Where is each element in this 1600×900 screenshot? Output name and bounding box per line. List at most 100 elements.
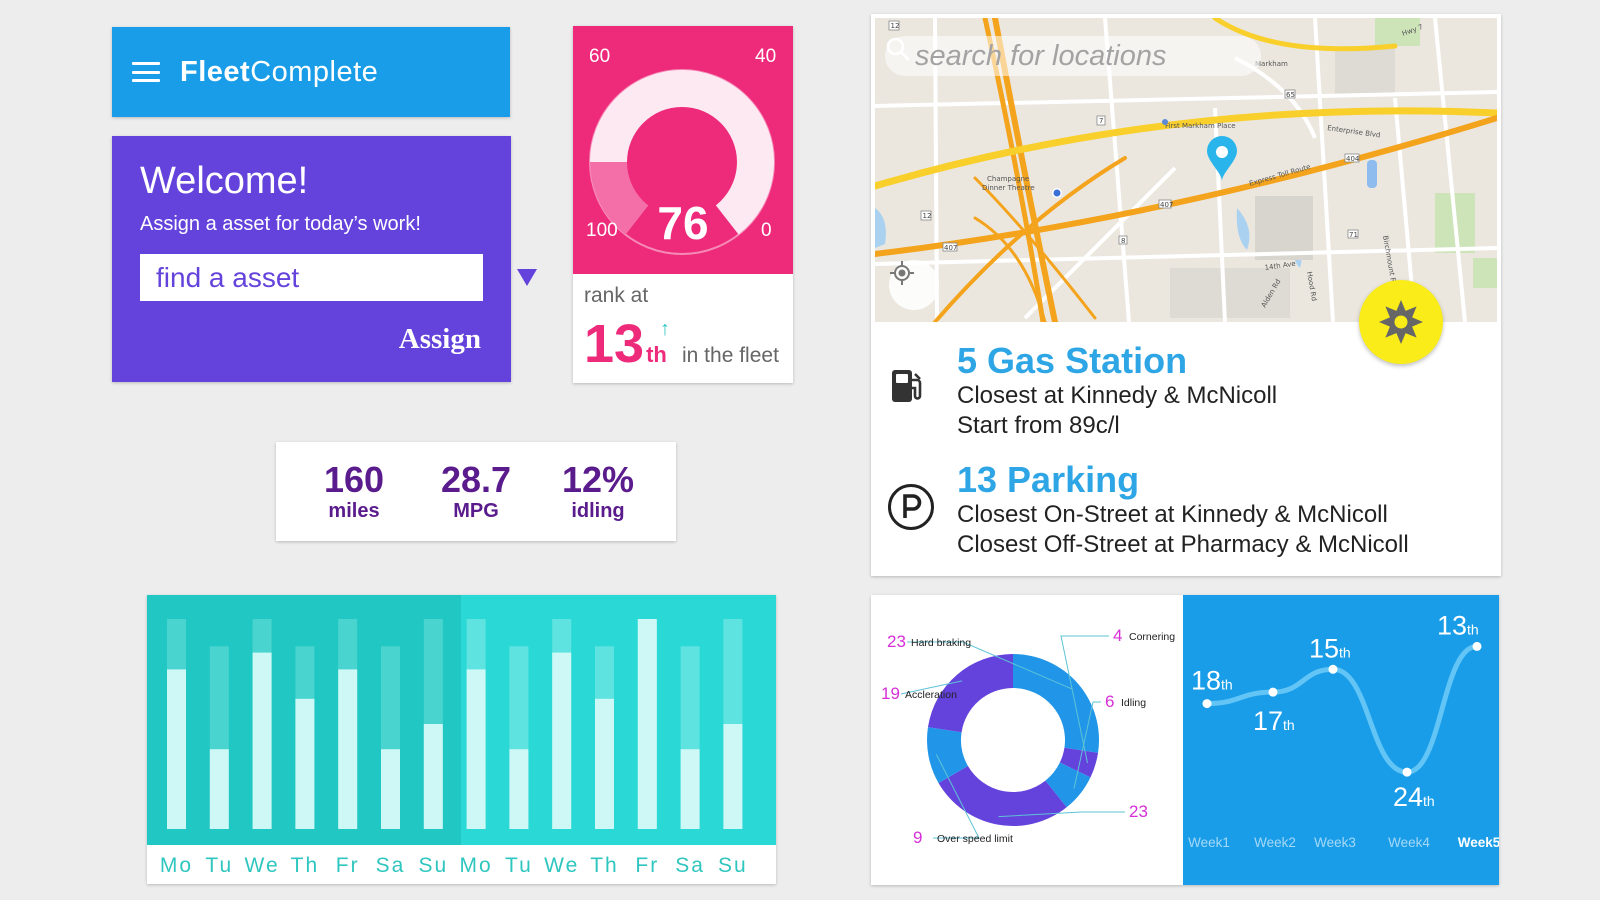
gas-station-line-2: Start from 89c/l bbox=[957, 412, 1120, 439]
bar-0 bbox=[167, 669, 186, 829]
map-label-first-markham: First Markham Place bbox=[1165, 122, 1236, 130]
bar-label-5: Sa bbox=[376, 854, 406, 877]
stat-idling: 12% idling bbox=[561, 459, 635, 523]
bar-9 bbox=[552, 652, 572, 829]
bar-2 bbox=[252, 652, 272, 829]
bar-label-6: Su bbox=[418, 854, 448, 877]
rank-tail-text: in the fleet bbox=[682, 344, 779, 367]
bar-1 bbox=[209, 749, 229, 829]
asset-search-input[interactable] bbox=[156, 261, 517, 294]
bar-label-1: Tu bbox=[205, 854, 233, 877]
gas-pump-icon bbox=[892, 370, 922, 402]
bar-label-11: Fr bbox=[635, 854, 659, 877]
crosshair-icon bbox=[890, 261, 914, 285]
donut-slice-4 bbox=[927, 727, 968, 783]
rank-week-1: Week2 bbox=[1254, 835, 1296, 850]
bar-label-0: Mo bbox=[160, 854, 193, 877]
settings-fab-button[interactable] bbox=[1359, 280, 1443, 364]
donut-leader-0 bbox=[907, 641, 1073, 690]
donut-name-1: Cornering bbox=[1129, 631, 1175, 643]
rank-label-3: 24th bbox=[1393, 782, 1435, 812]
bar-label-13: Su bbox=[718, 854, 748, 877]
map-shield-407b: 407 bbox=[1160, 201, 1173, 209]
bar-label-9: We bbox=[544, 854, 579, 877]
gear-icon bbox=[1379, 300, 1423, 344]
donut-slice-1 bbox=[1059, 747, 1099, 778]
bar-5 bbox=[381, 749, 400, 829]
donut-value-4: 9 bbox=[913, 828, 922, 847]
donut-leader-5 bbox=[900, 680, 963, 695]
map-view[interactable]: 12 7 12 407 407 8 71 65 404 First Markha… bbox=[875, 18, 1497, 322]
map-shield-12b: 12 bbox=[923, 212, 932, 220]
welcome-card: Welcome! Assign a asset for today’s work… bbox=[112, 136, 537, 382]
parking-title: 13 Parking bbox=[957, 459, 1140, 500]
gauge-panel: 60 40 100 0 76 bbox=[573, 26, 793, 274]
bar-label-4: Fr bbox=[336, 854, 360, 877]
rank-week-3: Week4 bbox=[1388, 835, 1430, 850]
bar-chart-svg: Mo Tu We Th Fr Sa Su Mo Tu We Th Fr Sa Su bbox=[147, 595, 776, 877]
bar-4 bbox=[338, 669, 358, 829]
bar-label-8: Tu bbox=[505, 854, 533, 877]
bar-8 bbox=[509, 749, 529, 829]
gauge-tick-40: 40 bbox=[755, 46, 777, 67]
donut-leader-1 bbox=[1060, 635, 1109, 764]
donut-name-2: Idling bbox=[1121, 697, 1146, 709]
map-label-champagne: Champagne bbox=[987, 175, 1029, 183]
stat-miles: 160 miles bbox=[323, 459, 385, 523]
map-shield-404: 404 bbox=[1346, 155, 1360, 163]
bar-label-7: Mo bbox=[460, 854, 493, 877]
search-icon bbox=[886, 37, 910, 61]
parking-info[interactable]: 13 Parking Closest On-Street at Kinnedy … bbox=[957, 460, 1409, 560]
gas-station-title: 5 Gas Station bbox=[957, 340, 1188, 381]
gauge-dial bbox=[589, 69, 775, 255]
donut-value-3: 23 bbox=[1129, 802, 1148, 821]
donut-name-0: Hard braking bbox=[911, 637, 971, 649]
location-pin-icon[interactable] bbox=[1207, 136, 1237, 181]
donut-name-5: Accleration bbox=[905, 689, 957, 701]
parking-line-1: Closest On-Street at Kinnedy & McNicoll bbox=[957, 501, 1388, 528]
map-shield-8: 8 bbox=[1121, 237, 1125, 245]
stat-mpg: 28.7 MPG bbox=[440, 459, 512, 523]
bar-10 bbox=[595, 698, 614, 829]
rank-line-svg: 18th 17th 15th 24th 13th Week1 Week2 Week3 Week4… bbox=[1188, 610, 1499, 850]
donut-slice-2 bbox=[1045, 762, 1091, 808]
rank-label: rank at bbox=[584, 284, 649, 307]
map-label-dinner-theatre: Dinner Theatre bbox=[982, 184, 1035, 192]
donut-leader-3 bbox=[998, 811, 1125, 818]
rank-point-2 bbox=[1328, 664, 1338, 674]
dropdown-caret-icon[interactable] bbox=[517, 269, 537, 286]
donut-value-1: 4 bbox=[1113, 626, 1122, 645]
trip-stats-card: 160 miles 28.7 MPG 12% idling bbox=[276, 442, 676, 541]
donut-slice-5 bbox=[927, 654, 1013, 733]
bar-13 bbox=[723, 724, 743, 829]
welcome-subtitle: Assign a asset for today’s work! bbox=[140, 213, 421, 235]
map-shield-407: 407 bbox=[944, 244, 957, 252]
gauge-tick-0: 0 bbox=[761, 220, 772, 241]
assign-button[interactable]: Assign bbox=[398, 323, 481, 355]
gauge-tick-60: 60 bbox=[589, 46, 611, 67]
donut-value-0: 23 bbox=[887, 632, 906, 651]
welcome-title: Welcome! bbox=[140, 160, 309, 202]
gas-station-info[interactable]: 5 Gas Station Closest at Kinnedy & McNic… bbox=[957, 341, 1277, 441]
location-search-bar[interactable] bbox=[885, 36, 1297, 76]
driving-events-card: 23 Hard braking 4 Cornering 6 Idling 23 9 Over s… bbox=[871, 595, 1499, 885]
location-search-input[interactable] bbox=[885, 39, 1297, 73]
donut-name-4: Over speed limit bbox=[937, 833, 1013, 845]
hamburger-menu-icon[interactable] bbox=[132, 62, 160, 82]
parking-line-2: Closest Off-Street at Pharmacy & McNicol… bbox=[957, 531, 1409, 558]
gas-station-line-1: Closest at Kinnedy & McNicoll bbox=[957, 382, 1278, 409]
rank-week-2: Week3 bbox=[1314, 835, 1356, 850]
donut-slice-0 bbox=[1013, 654, 1099, 753]
my-location-button[interactable] bbox=[889, 260, 939, 310]
map-poi-card: 12 7 12 407 407 8 71 65 404 First Markha… bbox=[871, 14, 1501, 576]
bar-label-10: Th bbox=[590, 854, 619, 877]
rank-point-4 bbox=[1472, 641, 1482, 651]
gauge-fill bbox=[590, 161, 650, 235]
parking-icon bbox=[888, 484, 934, 530]
rank-label-2: 15th bbox=[1309, 633, 1351, 663]
bar-label-2: We bbox=[245, 854, 280, 877]
asset-search-box[interactable] bbox=[140, 254, 537, 301]
rank-point-1 bbox=[1268, 687, 1278, 697]
rank-line bbox=[1204, 643, 1480, 775]
rank-label-1: 17th bbox=[1253, 706, 1295, 736]
